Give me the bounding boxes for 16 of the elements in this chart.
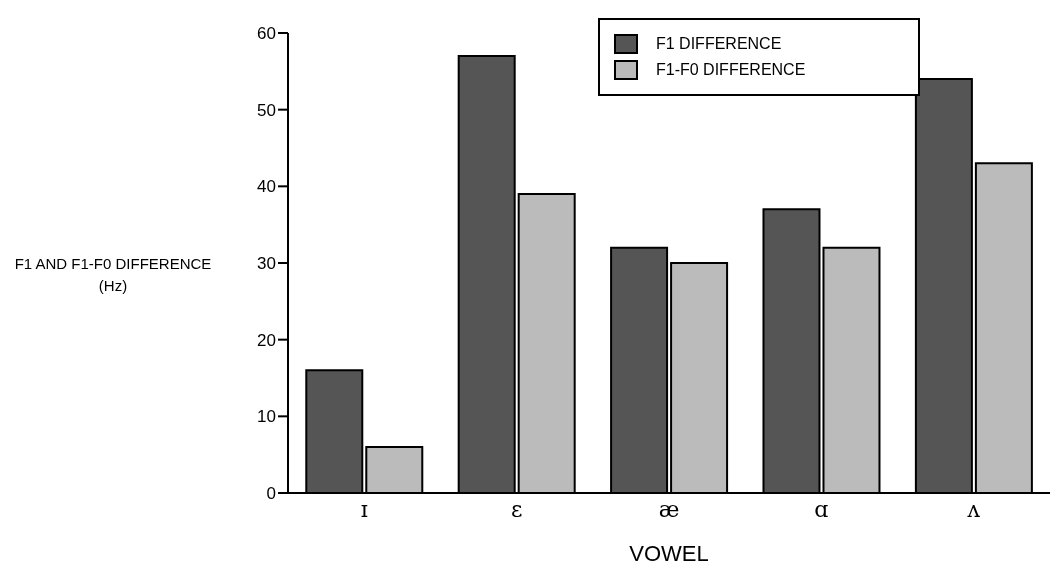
y-tick-label: 60 bbox=[257, 24, 276, 44]
y-tick-label: 0 bbox=[266, 484, 276, 504]
legend-label: F1 DIFFERENCE bbox=[656, 35, 782, 53]
y-tick-label: 20 bbox=[257, 330, 276, 350]
x-tick-label: æ bbox=[658, 496, 680, 522]
x-axis-title: VOWEL bbox=[629, 541, 709, 566]
legend-label: F1-F0 DIFFERENCE bbox=[656, 61, 806, 79]
x-tick-label: ʌ bbox=[966, 496, 981, 522]
y-axis-title: F1 AND F1-F0 DIFFERENCE (Hz) bbox=[13, 254, 213, 296]
y-tick-label: 50 bbox=[257, 100, 276, 120]
x-tick-label: ɪ bbox=[360, 496, 368, 522]
x-tick-label: ɛ bbox=[510, 496, 523, 522]
y-tick-label: 40 bbox=[257, 177, 276, 197]
y-tick-label: 30 bbox=[257, 254, 276, 274]
y-tick-label: 10 bbox=[257, 407, 276, 427]
x-tick-label: ɑ bbox=[814, 496, 829, 522]
